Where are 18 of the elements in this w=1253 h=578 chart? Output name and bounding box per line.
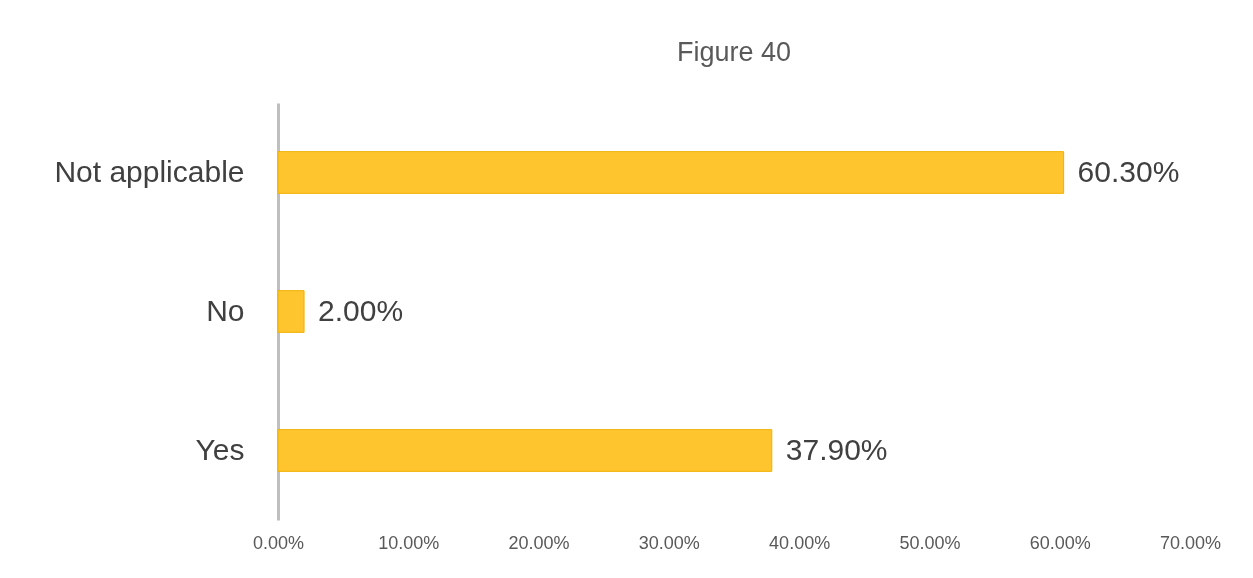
x-tick-label: 60.00% <box>1029 532 1091 553</box>
x-tick-label: 20.00% <box>508 532 570 553</box>
x-tick-label: 40.00% <box>769 532 831 553</box>
x-tick-label: 50.00% <box>899 532 961 553</box>
bar <box>277 290 305 333</box>
bar <box>277 429 773 472</box>
y-tick-label: Yes <box>195 432 245 466</box>
y-tick-label: No <box>206 293 245 327</box>
data-label: 2.00% <box>318 293 404 327</box>
x-tick-label: 70.00% <box>1159 532 1222 553</box>
bar <box>277 151 1065 194</box>
x-tick-label: 30.00% <box>638 532 700 553</box>
data-label: 37.90% <box>785 432 888 466</box>
x-tick-label: 0.00% <box>252 532 305 553</box>
data-label: 60.30% <box>1077 154 1180 188</box>
x-tick-label: 10.00% <box>378 532 440 553</box>
y-tick-label: Not applicable <box>54 154 245 188</box>
chart-title: Figure 40 <box>676 37 792 67</box>
